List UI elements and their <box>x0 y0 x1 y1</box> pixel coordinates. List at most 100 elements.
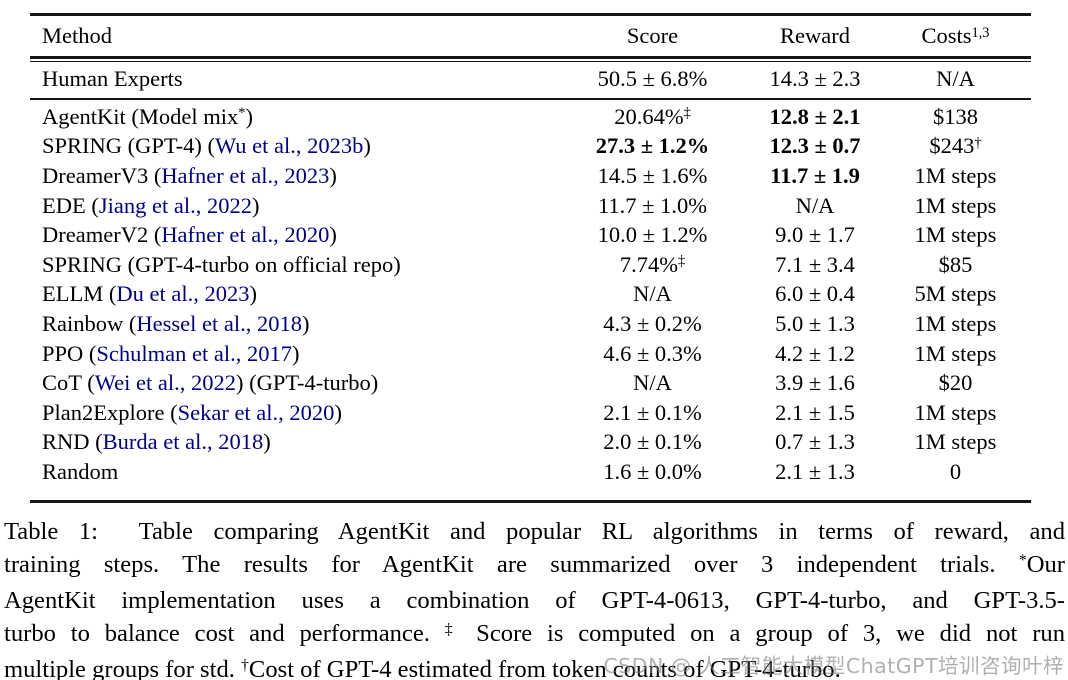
reward-cell: 14.3 ± 2.3 <box>750 66 880 92</box>
costs-cell: 1M steps <box>880 400 1031 426</box>
text-segment: ) <box>263 429 271 455</box>
citation-link[interactable]: Hafner et al., 2023 <box>161 162 330 188</box>
citation-link[interactable]: Wei et al., 2022 <box>94 370 236 396</box>
method-cell: EDE (Jiang et al., 2022) <box>30 193 555 219</box>
human-experts-rule <box>30 98 1031 101</box>
text-segment: ) <box>292 340 300 366</box>
text-segment: 2.1 ± 1.3 <box>775 458 855 484</box>
table-row: DreamerV3 (Hafner et al., 2023) 14.5 ± 1.… <box>30 161 1031 191</box>
text-segment: ) <box>329 162 337 188</box>
method-cell: DreamerV2 (Hafner et al., 2020) <box>30 222 555 248</box>
text-segment: ELLM ( <box>42 281 117 307</box>
watermark: CSDN @ 人工智能大模型ChatGPT培训咨询叶梓 <box>603 654 1064 678</box>
reward-cell: 7.1 ± 3.4 <box>750 252 880 278</box>
text-segment: 1M steps <box>914 429 997 455</box>
text-segment: ) <box>301 310 310 336</box>
text-segment: 9.0 ± 1.7 <box>775 222 855 248</box>
text-segment: 11.7 ± 1.9 <box>770 162 860 188</box>
text-segment: 0 <box>949 458 962 484</box>
citation-link[interactable]: Du et al., 2023 <box>116 281 250 307</box>
text-segment: turbo to balance cost and performance. <box>4 620 445 647</box>
header-cell-costs: Costs1,3 <box>880 23 1031 49</box>
text-segment: DreamerV3 ( <box>42 162 162 188</box>
text-segment: 2.1 ± 0.1% <box>603 399 702 425</box>
citation-link[interactable]: Burda et al., 2018 <box>102 429 264 455</box>
text-segment: 1M steps <box>914 192 997 218</box>
score-cell: 20.64%‡ <box>555 104 750 130</box>
reward-cell: 2.1 ± 1.3 <box>750 459 880 485</box>
text-segment: 1M steps <box>914 340 997 366</box>
table-row: AgentKit (Model mix*) 20.64%‡ 12.8 ± 2.1 $1… <box>30 102 1031 132</box>
citation-link[interactable]: Jiang et al., 2022 <box>98 192 252 218</box>
text-segment: 14.5 ± 1.6% <box>597 162 708 188</box>
reward-cell: 4.2 ± 1.2 <box>750 341 880 367</box>
citation-link[interactable]: Schulman et al., 2017 <box>96 340 292 366</box>
header-rule-thick <box>30 56 1031 59</box>
text-segment: N/A <box>633 370 672 396</box>
score-cell: 4.3 ± 0.2% <box>555 311 750 337</box>
text-segment: Random <box>42 458 119 484</box>
table-row: SPRING (GPT-4-turbo on official repo) 7.7… <box>30 250 1031 280</box>
method-cell: Plan2Explore (Sekar et al., 2020) <box>30 400 555 426</box>
text-segment: Reward <box>780 23 850 48</box>
reward-cell: 9.0 ± 1.7 <box>750 222 880 248</box>
citation-link[interactable]: Sekar et al., 2020 <box>177 399 335 425</box>
header-cell-method: Method <box>30 23 555 49</box>
method-cell: CoT (Wei et al., 2022) (GPT-4-turbo) <box>30 370 555 396</box>
text-segment: $20 <box>938 370 973 396</box>
text-segment: Human Experts <box>42 66 183 91</box>
citation-link[interactable]: Wu et al., 2023b <box>214 133 364 159</box>
text-segment: 27.3 ± 1.2% <box>595 133 710 159</box>
text-segment: Our <box>1026 551 1065 578</box>
score-cell: N/A <box>555 370 750 396</box>
costs-cell: N/A <box>880 66 1031 92</box>
reward-cell: 0.7 ± 1.3 <box>750 429 880 455</box>
score-cell: N/A <box>555 281 750 307</box>
table-row: EDE (Jiang et al., 2022) 11.7 ± 1.0% N/A 1M… <box>30 191 1031 221</box>
costs-cell: 0 <box>880 459 1031 485</box>
text-segment: † <box>241 656 249 674</box>
score-cell: 11.7 ± 1.0% <box>555 193 750 219</box>
text-segment: 2.0 ± 0.1% <box>603 429 702 455</box>
table-row: CoT (Wei et al., 2022) (GPT-4-turbo) N/A 3… <box>30 368 1031 398</box>
citation-link[interactable]: Hafner et al., 2020 <box>161 222 330 248</box>
text-segment: 1M steps <box>914 162 997 188</box>
reward-cell: 11.7 ± 1.9 <box>750 163 880 189</box>
reward-cell: 6.0 ± 0.4 <box>750 281 880 307</box>
header-cell-score: Score <box>555 23 750 49</box>
text-segment: ) (GPT-4-turbo) <box>236 370 379 396</box>
results-table: Method Score Reward Costs1,3 Human Exper… <box>30 0 1031 510</box>
text-segment: RND ( <box>42 429 103 455</box>
table-row: Plan2Explore (Sekar et al., 2020) 2.1 ± 0… <box>30 398 1031 428</box>
costs-cell: 1M steps <box>880 222 1031 248</box>
costs-cell: 1M steps <box>880 193 1031 219</box>
score-cell: 27.3 ± 1.2% <box>555 133 750 159</box>
text-segment: 1M steps <box>914 310 997 336</box>
method-cell: PPO (Schulman et al., 2017) <box>30 341 555 367</box>
text-segment: 7.74% <box>619 251 678 277</box>
text-segment: 4.3 ± 0.2% <box>603 310 702 336</box>
text-segment: 1M steps <box>914 399 997 425</box>
text-segment: SPRING (GPT-4-turbo on official repo) <box>42 251 401 277</box>
score-cell: 1.6 ± 0.0% <box>555 459 750 485</box>
caption-line: turbo to balance cost and performance. ‡… <box>4 617 1065 653</box>
text-segment: ‡ <box>677 253 686 270</box>
costs-cell: 5M steps <box>880 281 1031 307</box>
citation-link[interactable]: Hessel et al., 2018 <box>136 310 302 336</box>
text-segment: training steps. The results for AgentKit… <box>4 551 1019 578</box>
text-segment: SPRING (GPT-4) ( <box>42 133 215 159</box>
text-segment: Plan2Explore ( <box>42 399 178 425</box>
header-rule-thin <box>30 60 1031 62</box>
score-cell: 2.1 ± 0.1% <box>555 400 750 426</box>
reward-cell: 2.1 ± 1.5 <box>750 400 880 426</box>
text-segment: DreamerV2 ( <box>42 222 162 248</box>
table-header-row: Method Score Reward Costs1,3 <box>30 18 1031 54</box>
text-segment: Table 1: Table comparing AgentKit and po… <box>4 518 1065 545</box>
text-segment: CoT ( <box>42 370 95 396</box>
method-cell: Random <box>30 459 555 485</box>
costs-cell: 1M steps <box>880 341 1031 367</box>
text-segment: 2.1 ± 1.5 <box>775 399 855 425</box>
text-segment: PPO ( <box>42 340 97 366</box>
costs-cell: $138 <box>880 104 1031 130</box>
score-cell: 14.5 ± 1.6% <box>555 163 750 189</box>
